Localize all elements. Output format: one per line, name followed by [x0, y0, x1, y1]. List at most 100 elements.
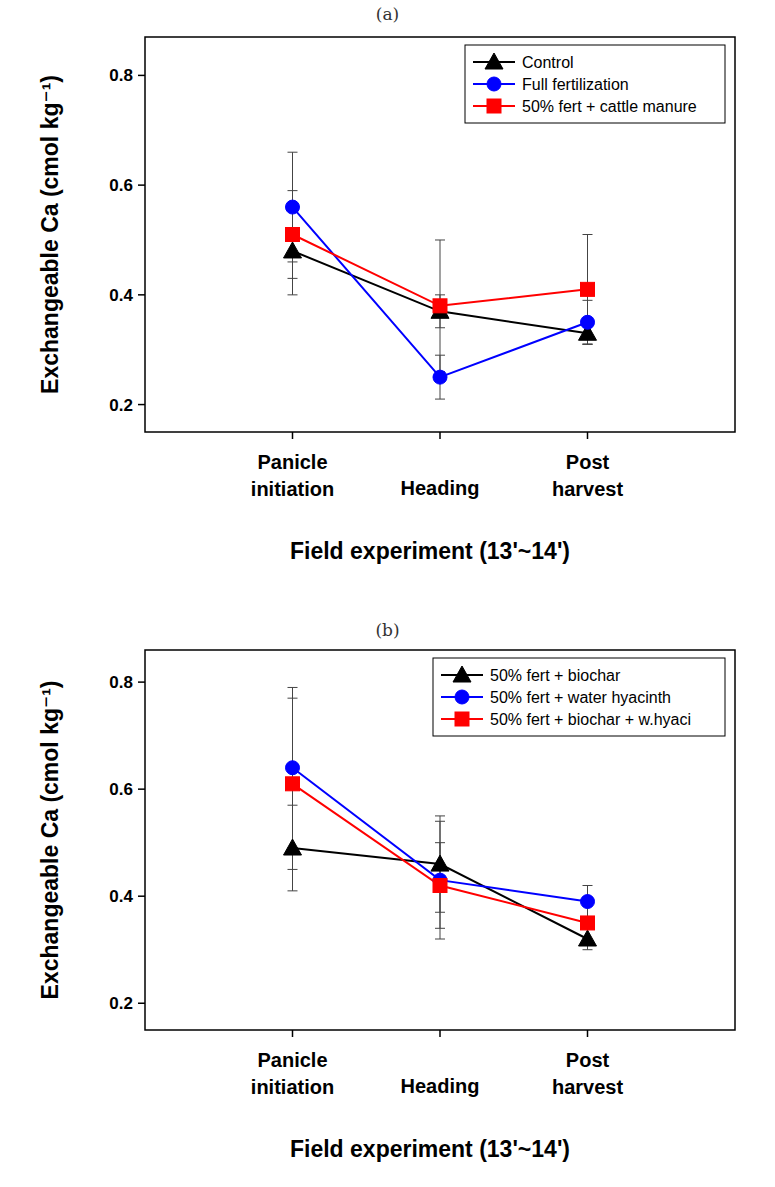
legend-label: Control [522, 54, 574, 71]
data-point [433, 878, 447, 892]
legend-marker [487, 77, 501, 91]
x-tick-label-line: Heading [401, 477, 480, 499]
y-tick [138, 294, 145, 296]
x-tick-label-line: Panicle [257, 1049, 327, 1071]
x-tick-label-line: Panicle [257, 451, 327, 473]
x-tick [587, 432, 589, 439]
x-tick [439, 1030, 441, 1037]
x-tick-label-line: Post [566, 451, 610, 473]
legend-marker [487, 99, 501, 113]
panel: (b)0.20.40.60.8PanicleinitiationHeadingP… [37, 620, 735, 1162]
y-tick-label: 0.8 [109, 673, 133, 692]
error-bar-cap [288, 890, 298, 891]
x-axis-label: Field experiment (13'~14') [290, 538, 570, 564]
x-tick-label: Heading [401, 477, 480, 499]
x-tick-label: Panicleinitiation [251, 1049, 334, 1098]
data-point [286, 777, 300, 791]
data-point [579, 930, 597, 946]
legend-marker [455, 690, 469, 704]
legend-marker [453, 666, 471, 682]
error-bar-cap [435, 842, 445, 843]
panel-title: (a) [376, 4, 399, 24]
error-bar-cap [583, 234, 593, 235]
y-tick-label: 0.6 [109, 780, 133, 799]
data-point [581, 282, 595, 296]
series-line [293, 235, 588, 306]
x-tick-label: Panicle initiation [251, 451, 334, 500]
legend: 50% fert + biochar 50% fert + water hyaci… [433, 658, 725, 736]
plot-area [284, 152, 597, 399]
x-tick [292, 432, 294, 439]
error-bar-cap [583, 949, 593, 950]
legend-box [433, 658, 725, 736]
error-bar-cap [583, 344, 593, 345]
series-line [293, 207, 588, 377]
data-point [581, 315, 595, 329]
figure: (a) 0.2 0.4 0.6 0.8 Panicle initiation Heading P… [0, 0, 775, 1187]
series-line [293, 251, 588, 333]
x-tick [292, 1030, 294, 1037]
data-point [431, 855, 449, 871]
legend-label: 50% fert + water hyacinth [490, 689, 671, 706]
panel-title: (b) [375, 620, 399, 640]
error-bar-cap [288, 294, 298, 295]
y-axis-label: Exchangeable Ca (cmol kg⁻¹) [37, 681, 63, 1000]
x-tick-label: Post harvest [552, 1049, 623, 1098]
legend-marker [485, 53, 503, 69]
data-point [581, 916, 595, 930]
series-line [293, 784, 588, 923]
series-line [293, 768, 588, 902]
y-tick [138, 788, 145, 790]
error-bar-cap [435, 399, 445, 400]
y-tick-label: 0.4 [109, 887, 133, 906]
error-bar-cap [435, 239, 445, 240]
y-tick-label: 0.6 [109, 176, 133, 195]
x-tick-label-line: Post [566, 1049, 610, 1071]
data-point [284, 242, 302, 258]
plot-frame [145, 37, 735, 432]
data-point [433, 370, 447, 384]
series-line [293, 848, 588, 939]
error-bar-cap [583, 344, 593, 345]
x-tick-label: Post harvest [552, 451, 623, 500]
error-bar-cap [435, 939, 445, 940]
legend-label: 50% fert + biochar [490, 667, 621, 684]
y-tick [138, 681, 145, 683]
error-bar-cap [288, 869, 298, 870]
y-tick [138, 404, 145, 406]
x-tick-label-line: harvest [552, 1076, 623, 1098]
legend: ControlFull fertilization50% fert + catt… [465, 45, 725, 123]
data-point [286, 761, 300, 775]
y-tick-label: 0.2 [109, 396, 133, 415]
error-bar-cap [288, 687, 298, 688]
y-axis-label: Exchangeable Ca (cmol kg⁻¹) [37, 75, 63, 394]
y-tick [138, 1002, 145, 1004]
x-tick-label-line: harvest [552, 478, 623, 500]
x-tick-label-line: Heading [401, 1075, 480, 1097]
error-bar-cap [583, 885, 593, 886]
legend-label: 50% fert + biochar + w.hyaci [490, 711, 691, 728]
error-bar-cap [435, 815, 445, 816]
panel: (a)0.20.40.60.8PanicleinitiationHeadingP… [37, 4, 735, 564]
data-point [286, 200, 300, 214]
data-point [581, 895, 595, 909]
error-bar-cap [435, 928, 445, 929]
error-bar-cap [288, 278, 298, 279]
legend-marker [455, 712, 469, 726]
error-bar-cap [288, 152, 298, 153]
legend-label: Full fertilization [522, 76, 629, 93]
x-tick-label: Heading [401, 1075, 480, 1097]
x-tick [587, 1030, 589, 1037]
y-tick-label: 0.8 [109, 66, 133, 85]
plot-frame [145, 650, 735, 1030]
legend-box [465, 45, 725, 123]
x-axis-label: Field experiment (13'~14') [290, 1136, 570, 1162]
error-bar-cap [288, 190, 298, 191]
error-bar-cap [435, 821, 445, 822]
y-tick [138, 75, 145, 77]
y-tick [138, 895, 145, 897]
error-bar-cap [583, 344, 593, 345]
error-bar-cap [288, 698, 298, 699]
x-tick [439, 432, 441, 439]
x-tick-label-line: initiation [251, 478, 334, 500]
